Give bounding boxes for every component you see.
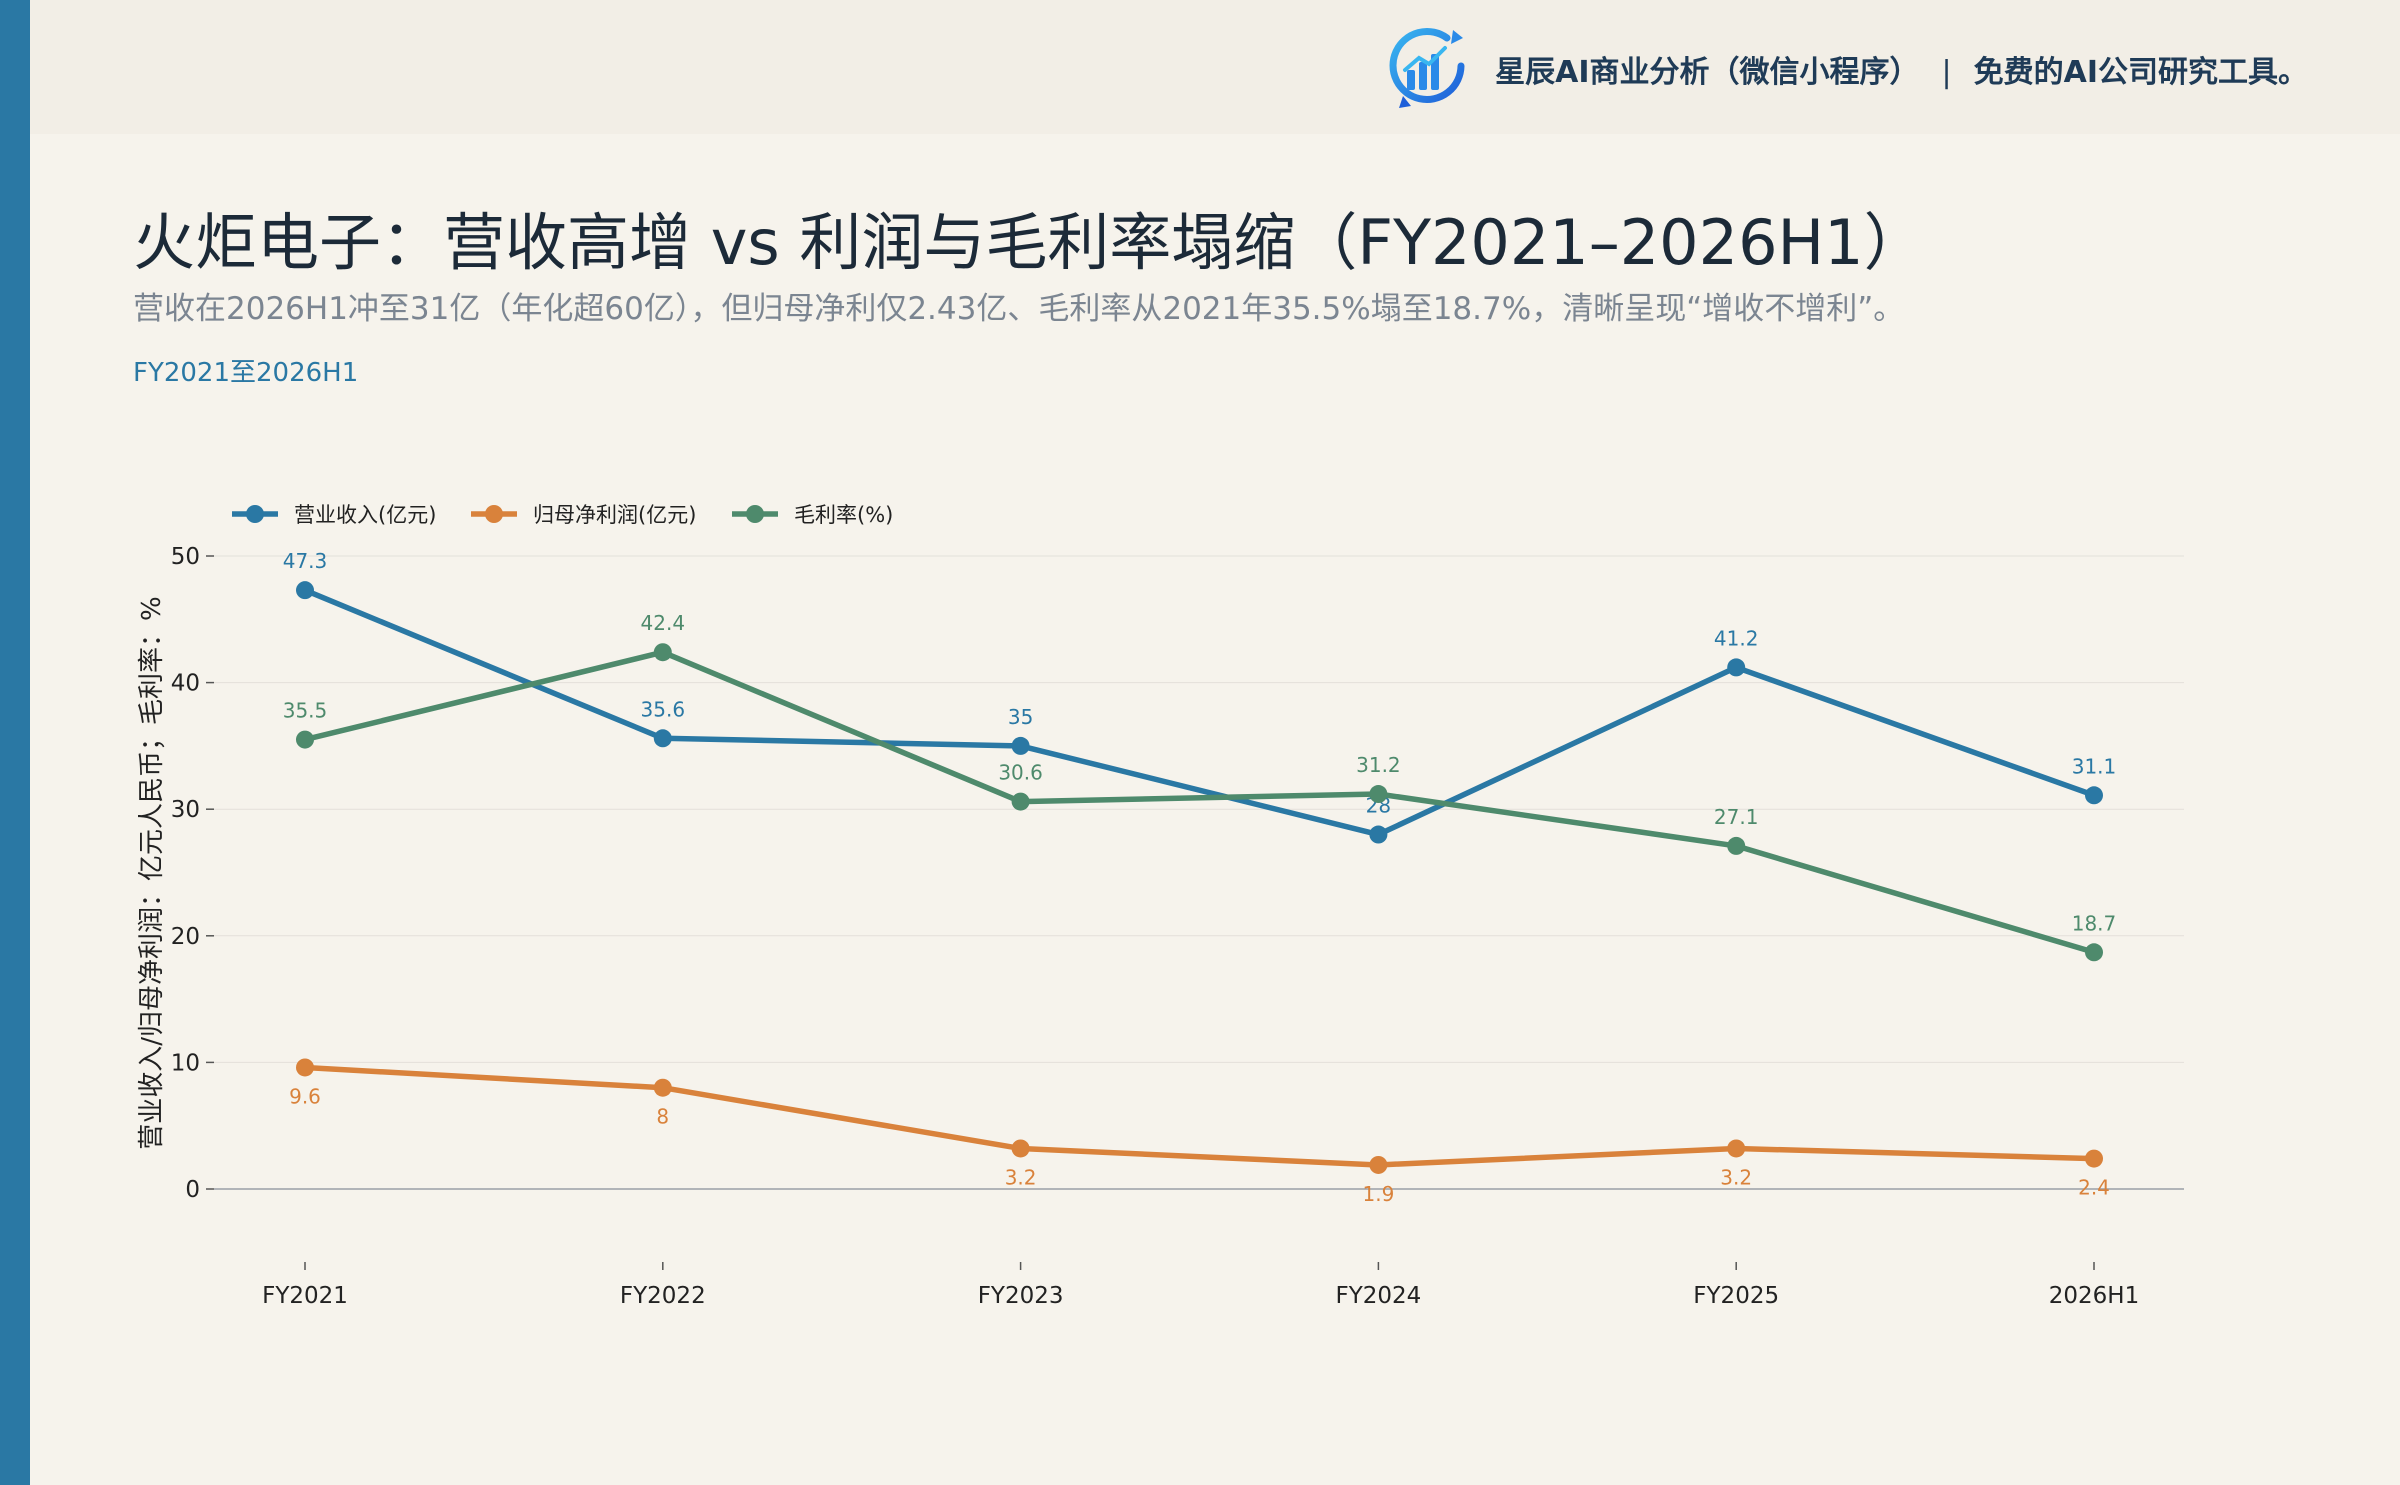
y-tick-label: 10 [171, 1050, 200, 1076]
data-label: 41.2 [1714, 626, 1759, 650]
data-label: 42.4 [641, 611, 686, 635]
data-point [653, 643, 672, 662]
brand: 星辰AI商业分析（微信小程序） | 免费的AI公司研究工具。 [1389, 24, 2308, 114]
data-point [1369, 785, 1388, 804]
data-label: 31.1 [2072, 754, 2117, 778]
brand-logo-icon [1389, 28, 1465, 108]
page-subtitle: 营收在2026H1冲至31亿（年化超60亿），但归母净利仅2.43亿、毛利率从2… [133, 291, 1905, 327]
brand-separator: | [1941, 55, 1952, 90]
legend-label: 归母净利润(亿元) [533, 503, 696, 527]
data-point [653, 1078, 672, 1097]
data-label: 2.4 [2078, 1176, 2110, 1200]
data-point [2085, 786, 2103, 805]
data-label: 1.9 [1362, 1182, 1394, 1206]
data-label: 31.2 [1356, 753, 1401, 777]
data-point [2085, 1149, 2103, 1168]
data-point [1369, 1155, 1388, 1174]
x-tick-label: 2026H1 [2049, 1283, 2139, 1309]
data-point [653, 729, 672, 748]
data-point [1727, 1139, 1746, 1158]
data-label: 3.2 [1005, 1165, 1037, 1189]
y-tick-label: 0 [185, 1177, 200, 1203]
legend-label: 营业收入(亿元) [294, 503, 436, 527]
data-point [1369, 825, 1388, 844]
data-label: 35.6 [641, 697, 686, 721]
x-tick-label: FY2024 [1335, 1283, 1421, 1309]
data-point [1011, 736, 1030, 755]
brand-text: 星辰AI商业分析（微信小程序） | 免费的AI公司研究工具。 [1495, 47, 2308, 91]
data-point [1727, 658, 1746, 677]
data-label: 3.2 [1720, 1165, 1752, 1189]
y-axis-label: 营业收入/归母净利润：亿元人民币；毛利率：% [137, 596, 167, 1149]
x-tick-label: FY2023 [978, 1283, 1064, 1309]
accent-bar [0, 0, 30, 1485]
y-tick-label: 30 [171, 797, 200, 823]
series-line [302, 649, 2097, 956]
data-point [2085, 943, 2103, 962]
brand-name: 星辰AI商业分析（微信小程序） [1495, 55, 1920, 90]
x-tick-label: FY2021 [262, 1283, 348, 1309]
data-label: 9.6 [289, 1084, 321, 1108]
legend-swatch-marker [485, 505, 503, 523]
data-label: 30.6 [998, 761, 1043, 785]
range-note: FY2021至2026H1 [133, 358, 359, 388]
y-tick-label: 50 [171, 544, 200, 570]
data-label: 18.7 [2072, 911, 2117, 935]
legend-swatch-marker [246, 505, 264, 523]
y-tick-label: 20 [171, 924, 200, 950]
data-point [296, 730, 314, 749]
series-line [302, 587, 2097, 838]
header-band [30, 0, 2400, 134]
data-label: 27.1 [1714, 805, 1759, 829]
data-label: 8 [656, 1105, 669, 1129]
data-label: 35 [1008, 705, 1033, 729]
data-point [1011, 792, 1030, 811]
data-point [1011, 1139, 1030, 1158]
y-tick-label: 40 [171, 671, 200, 697]
data-point [296, 1058, 314, 1077]
legend-label: 毛利率(%) [794, 503, 893, 527]
data-label: 35.5 [283, 699, 328, 723]
x-tick-label: FY2022 [620, 1283, 706, 1309]
data-point [296, 581, 314, 600]
series-line [302, 1064, 2097, 1168]
data-point [1727, 836, 1746, 855]
data-label: 47.3 [283, 549, 328, 573]
brand-tagline: 免费的AI公司研究工具。 [1973, 55, 2308, 90]
page-title: 火炬电子：营收高增 vs 利润与毛利率塌缩（FY2021–2026H1） [133, 206, 1926, 279]
legend-swatch-marker [746, 505, 764, 523]
x-tick-label: FY2025 [1693, 1283, 1779, 1309]
